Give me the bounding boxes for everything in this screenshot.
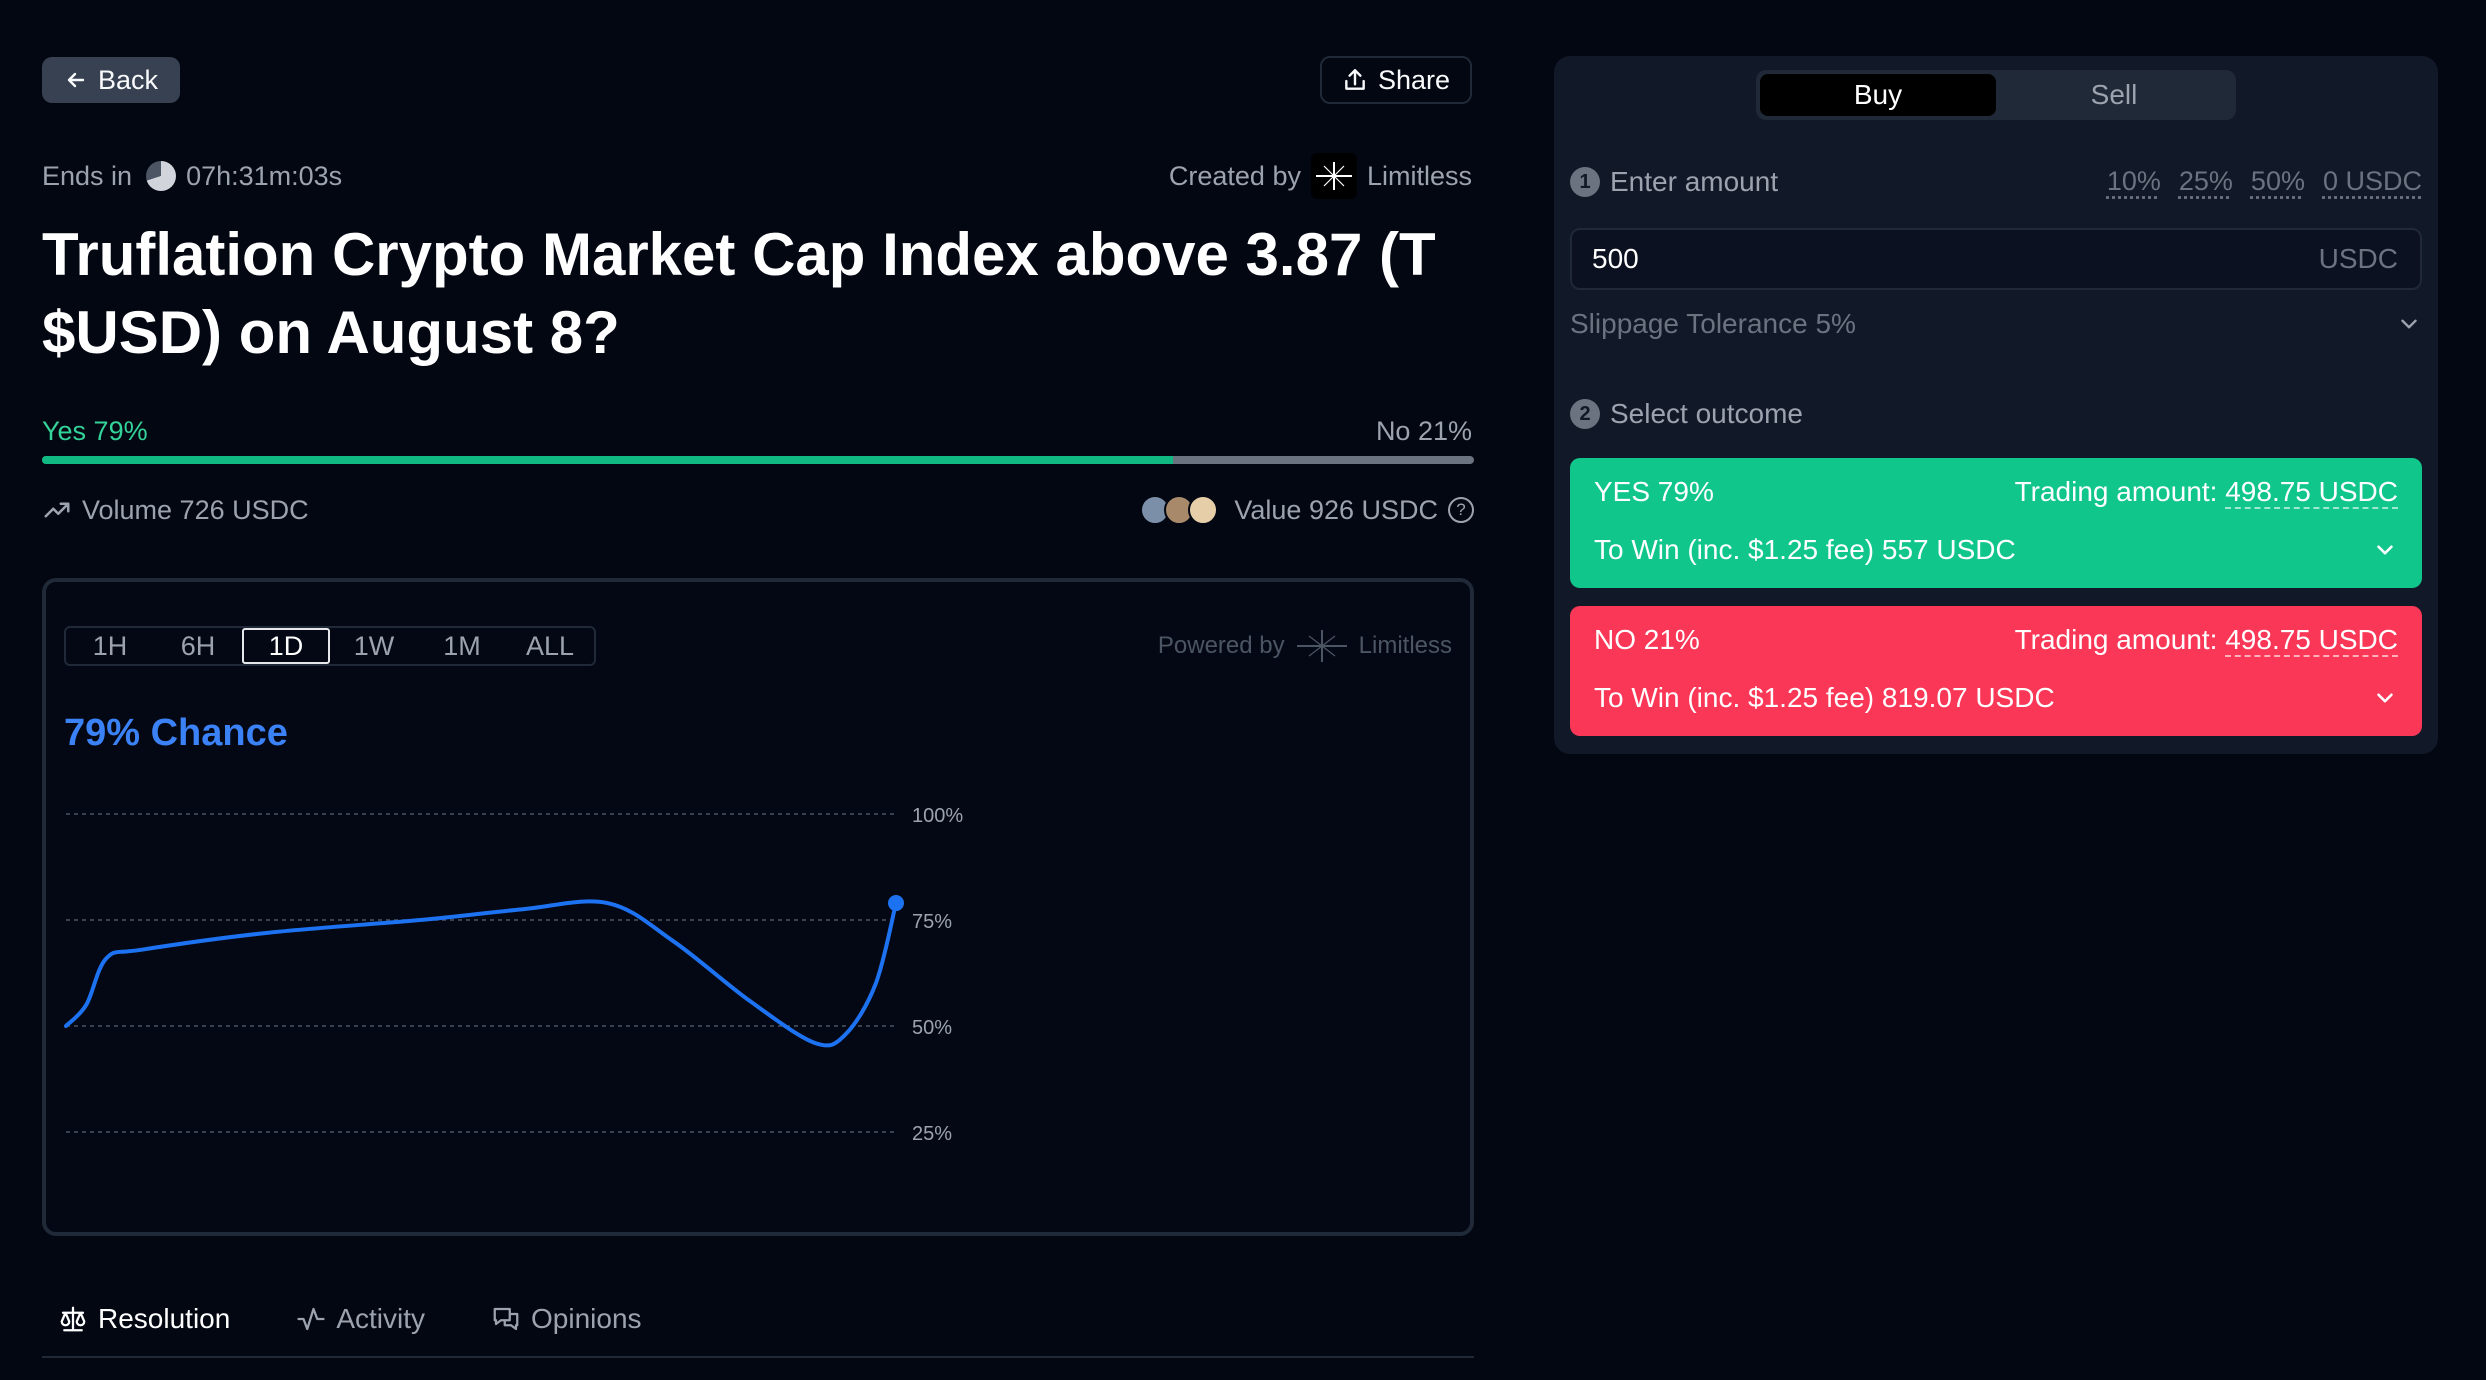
step-select-outcome: 2 Select outcome bbox=[1570, 398, 1803, 430]
timeframe-1m[interactable]: 1M bbox=[443, 630, 481, 661]
trade-panel: Buy Sell 1 Enter amount 10% 25% 50% 0 US… bbox=[1554, 56, 2438, 754]
chat-bubbles-icon bbox=[493, 1307, 519, 1331]
detail-tabs: Resolution Activity Opinions bbox=[42, 1296, 1474, 1358]
yes-outcome-label: YES 79% bbox=[1594, 476, 1714, 507]
timeframe-6h[interactable]: 6H bbox=[180, 630, 216, 661]
no-outcome-label: NO 21% bbox=[1594, 624, 1700, 655]
powered-by: Powered by Limitless bbox=[1158, 626, 1452, 666]
value-text: Value 926 USDC bbox=[1234, 494, 1438, 525]
y-tick-label: 25% bbox=[912, 1123, 952, 1145]
countdown-pie-icon bbox=[146, 161, 177, 191]
price-chart-card: 1H 6H 1D 1W 1M ALL Powered by Limitless 79% C… bbox=[42, 578, 1474, 1236]
back-button[interactable]: Back bbox=[42, 57, 180, 103]
step-number: 2 bbox=[1570, 399, 1600, 429]
amount-unit: USDC bbox=[2318, 243, 2398, 274]
yes-to-win: To Win (inc. $1.25 fee) 557 USDC bbox=[1594, 534, 2016, 565]
yes-trading-amount: Trading amount: 498.75 USDC bbox=[2014, 476, 2398, 509]
chance-label: 79% Chance bbox=[64, 712, 288, 754]
step-enter-amount: 1 Enter amount bbox=[1570, 166, 1778, 198]
step-number: 1 bbox=[1570, 167, 1600, 197]
volume: Volume 726 USDC bbox=[42, 490, 309, 530]
ends-in: Ends in 07h:31m:03s bbox=[42, 158, 342, 194]
timeframe-1d[interactable]: 1D bbox=[242, 628, 330, 664]
share-label: Share bbox=[1377, 64, 1451, 95]
slippage-label: Slippage Tolerance 5% bbox=[1570, 308, 1856, 339]
market-title: Truflation Crypto Market Cap Index above… bbox=[42, 221, 1436, 366]
timeframe-selector: 1H 6H 1D 1W 1M ALL bbox=[64, 626, 596, 666]
buy-tab[interactable]: Buy bbox=[1760, 74, 1996, 116]
limitless-logo-icon bbox=[1310, 153, 1357, 199]
no-trading-amount: Trading amount: 498.75 USDC bbox=[2014, 624, 2398, 657]
yes-outcome-card[interactable]: YES 79% Trading amount: 498.75 USDC To W… bbox=[1570, 458, 2422, 588]
holder-avatars bbox=[1140, 495, 1219, 525]
buy-sell-toggle: Buy Sell bbox=[1756, 70, 2236, 120]
value: Value 926 USDC ? bbox=[1140, 490, 1474, 530]
trading-prefix: Trading amount: bbox=[2014, 476, 2218, 507]
back-label: Back bbox=[97, 64, 159, 95]
amount-field[interactable]: USDC bbox=[1570, 228, 2422, 290]
no-probability-label: No 21% bbox=[1375, 416, 1472, 446]
ends-time: 07h:31m:03s bbox=[186, 160, 343, 191]
no-outcome-card[interactable]: NO 21% Trading amount: 498.75 USDC To Wi… bbox=[1570, 606, 2422, 736]
ends-prefix: Ends in bbox=[42, 160, 133, 191]
chevron-down-icon[interactable] bbox=[2372, 685, 2398, 711]
tab-label: Resolution bbox=[98, 1303, 231, 1334]
y-tick-label: 50% bbox=[912, 1017, 952, 1039]
trading-amount-value: 498.75 USDC bbox=[2225, 476, 2398, 509]
slippage-dropdown[interactable]: Slippage Tolerance 5% bbox=[1570, 302, 2422, 346]
share-icon bbox=[1345, 69, 1365, 90]
created-by: Created by Limitless bbox=[1168, 153, 1472, 199]
powered-prefix: Powered by bbox=[1157, 632, 1285, 659]
step-label: Select outcome bbox=[1610, 398, 1803, 429]
y-tick-label: 0% bbox=[912, 1229, 941, 1232]
series-line bbox=[64, 899, 898, 1048]
creator-name[interactable]: Limitless bbox=[1366, 160, 1472, 191]
trading-prefix: Trading amount: bbox=[2014, 624, 2218, 655]
trading-amount-value: 498.75 USDC bbox=[2225, 624, 2398, 657]
help-icon[interactable]: ? bbox=[1448, 497, 1474, 523]
y-tick-label: 100% bbox=[912, 805, 963, 827]
created-prefix: Created by bbox=[1168, 160, 1301, 191]
tab-label: Opinions bbox=[531, 1303, 642, 1334]
no-to-win: To Win (inc. $1.25 fee) 819.07 USDC bbox=[1594, 682, 2055, 713]
preset-10-percent[interactable]: 10% bbox=[2106, 166, 2161, 196]
current-point bbox=[888, 895, 904, 912]
timeframe-all[interactable]: ALL bbox=[525, 630, 575, 661]
tab-resolution[interactable]: Resolution bbox=[42, 1296, 246, 1342]
timeframe-1h[interactable]: 1H bbox=[92, 630, 128, 661]
avatar bbox=[1188, 495, 1219, 525]
line-chart: 100%75%50%25%0%06:0009:0012:0015:0018:00… bbox=[64, 805, 963, 1232]
chevron-down-icon[interactable] bbox=[2372, 537, 2398, 563]
amount-input[interactable] bbox=[1590, 242, 1994, 276]
tab-label: Activity bbox=[336, 1303, 425, 1334]
probability-bar bbox=[42, 456, 1474, 464]
probability-bar-fill bbox=[42, 456, 1174, 464]
preset-25-percent[interactable]: 25% bbox=[2178, 166, 2233, 196]
powered-brand: Limitless bbox=[1358, 632, 1452, 659]
balance-max[interactable]: 0 USDC bbox=[2322, 166, 2422, 196]
chevron-down-icon bbox=[2401, 319, 2417, 329]
preset-50-percent[interactable]: 50% bbox=[2250, 166, 2305, 196]
step-label: Enter amount bbox=[1610, 166, 1779, 197]
y-tick-label: 75% bbox=[912, 911, 952, 933]
tab-activity[interactable]: Activity bbox=[280, 1296, 441, 1342]
timeframe-1w[interactable]: 1W bbox=[353, 630, 395, 661]
amount-presets: 10% 25% 50% 0 USDC bbox=[2107, 166, 2422, 197]
activity-icon bbox=[297, 1307, 325, 1331]
share-button[interactable]: Share bbox=[1320, 56, 1472, 104]
sell-tab[interactable]: Sell bbox=[2090, 79, 2138, 110]
scale-icon bbox=[60, 1306, 86, 1332]
yes-probability-label: Yes 79% bbox=[42, 416, 148, 446]
arrow-left-icon bbox=[67, 72, 85, 88]
tab-opinions[interactable]: Opinions bbox=[475, 1296, 658, 1342]
limitless-logo-icon bbox=[1296, 630, 1347, 662]
trending-up-icon bbox=[44, 502, 70, 518]
volume-text: Volume 726 USDC bbox=[82, 494, 309, 525]
